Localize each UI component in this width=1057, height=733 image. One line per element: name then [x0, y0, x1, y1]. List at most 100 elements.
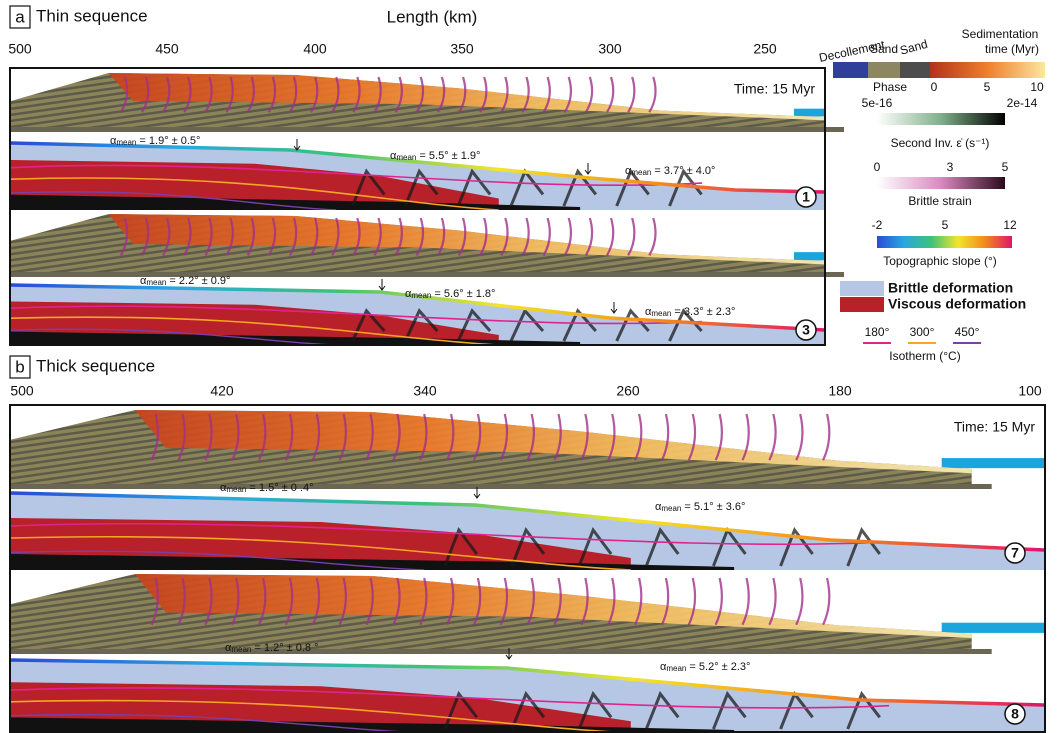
thrust: [284, 577, 294, 626]
slope-label: αmean = 5.1° ± 3.6°: [655, 501, 745, 513]
phase-title: Phase: [873, 80, 907, 94]
isotherm-300: [10, 535, 631, 571]
slope-label: αmean = 5.6° ± 1.8°: [405, 288, 495, 300]
thrust: [373, 76, 382, 113]
thrust: [634, 577, 643, 626]
isotherm-180: [10, 305, 703, 325]
thrust: [150, 577, 159, 626]
isotherm-title: Isotherm (°C): [889, 349, 960, 363]
shear-band: [615, 308, 650, 342]
thrust: [563, 76, 573, 113]
slope-symbol: α: [655, 501, 662, 513]
thrust: [741, 577, 750, 626]
thrust: [246, 217, 255, 256]
axis-title: Length (km): [387, 7, 478, 26]
thrust: [419, 413, 428, 461]
thrust: [660, 413, 670, 461]
deformation-label: Viscous deformation: [888, 296, 1026, 312]
thrust: [204, 413, 213, 461]
wedge-sediment: [134, 574, 972, 638]
shear-band: [456, 308, 492, 342]
slope-label: αmean = 5.2° ± 2.3°: [660, 661, 750, 673]
thrust: [338, 413, 347, 461]
thrust: [415, 217, 425, 256]
thrust: [526, 413, 535, 461]
thrust: [162, 76, 171, 113]
thrust: [542, 217, 551, 256]
model-number-circle: [1004, 703, 1026, 725]
thrust: [311, 577, 321, 626]
shear-band: [712, 690, 747, 730]
isotherm-label: 300°: [910, 325, 935, 339]
isotherm-450: [10, 550, 425, 571]
thrust: [150, 413, 159, 461]
thrust: [392, 413, 401, 461]
phase-swatch: [868, 62, 900, 78]
shear-band: [562, 168, 598, 207]
sed-bar: [930, 62, 1045, 78]
thrust: [687, 413, 697, 461]
thrust: [231, 577, 240, 626]
thrust: [542, 76, 551, 113]
slope-sub: mean: [226, 485, 246, 494]
thrust: [183, 217, 192, 256]
thrust: [225, 217, 234, 256]
thrust: [580, 577, 589, 626]
shear-band: [644, 526, 680, 567]
x-tick-label: 250: [753, 41, 777, 57]
slope-value: = 1.5° ± 0 .4°: [246, 482, 313, 494]
thrust: [352, 217, 361, 256]
thrust: [310, 217, 319, 256]
x-tick-label: 450: [155, 41, 179, 57]
slope-sub: mean: [631, 168, 651, 177]
content: a Thin sequence Length (km)500 450 400 350 300…: [8, 5, 1046, 733]
thrust: [258, 413, 267, 461]
thrust: [141, 76, 150, 113]
panel-label: b: [15, 357, 24, 376]
thrust: [634, 413, 643, 461]
topographic-surface: [10, 141, 825, 194]
time-label: Time: 15 Myr: [954, 419, 1035, 435]
basement: [11, 272, 844, 277]
thrust: [458, 217, 467, 256]
shear-band: [509, 308, 545, 342]
panel-title: Thin sequence: [36, 6, 148, 25]
thrust: [204, 217, 213, 256]
thrust: [648, 217, 657, 256]
thrust: [310, 76, 319, 113]
thrust: [584, 217, 594, 256]
thrust: [687, 577, 697, 626]
isotherm-300: [10, 316, 499, 346]
base-black: [11, 554, 735, 570]
slope-symbol: α: [225, 642, 232, 654]
shear-band: [403, 168, 439, 207]
panel-title: Thick sequence: [36, 356, 155, 375]
isotherm-180: [10, 164, 703, 187]
thrust: [338, 577, 347, 626]
thrust: [162, 217, 171, 256]
thrust: [183, 76, 192, 113]
shear-band: [577, 526, 613, 567]
isotherm-180: [10, 522, 890, 546]
x-tick-label: 300: [598, 41, 622, 57]
slope-label: αmean = 3.7° ± 4.0°: [625, 165, 715, 177]
thrust: [311, 413, 321, 461]
x-tick-label: 180: [828, 383, 852, 399]
thrust: [288, 76, 298, 113]
thrust: [648, 76, 657, 113]
thrust: [415, 76, 425, 113]
thrust: [479, 217, 488, 256]
slope-label: αmean = 1.5° ± 0 .4°: [220, 482, 314, 494]
bs-tick: 0: [874, 160, 881, 174]
shear-band: [615, 168, 650, 207]
shear-band: [351, 308, 386, 342]
thrust: [472, 413, 482, 461]
thrust: [714, 413, 723, 461]
thrust: [553, 413, 562, 461]
thrust: [822, 577, 831, 626]
arrow-head: [293, 145, 301, 151]
thrust: [822, 413, 831, 461]
sed-tick: 5: [984, 80, 991, 94]
deformation-swatch: [840, 297, 884, 312]
thrust: [479, 76, 488, 113]
